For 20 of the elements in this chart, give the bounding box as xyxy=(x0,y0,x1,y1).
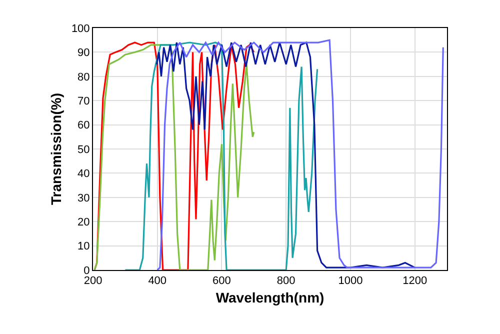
y-axis-title: Transmission(%) xyxy=(48,92,64,206)
y-tick-label: 90 xyxy=(78,47,90,60)
x-tick-label: 1000 xyxy=(338,275,363,288)
y-tick-label: 20 xyxy=(78,216,90,228)
y-tick-label: 10 xyxy=(78,240,90,253)
x-tick-label: 200 xyxy=(84,275,102,288)
y-tick-label: 50 xyxy=(78,144,90,156)
x-tick-label: 1200 xyxy=(402,275,428,288)
x-axis-title: Wavelength(nm) xyxy=(216,290,324,306)
y-tick-label: 30 xyxy=(78,192,90,204)
x-tick-label: 800 xyxy=(276,275,296,288)
y-tick-label: 0 xyxy=(84,264,90,277)
x-tick-label: 400 xyxy=(148,275,167,288)
y-tick-label: 100 xyxy=(71,22,90,35)
line-series xyxy=(124,42,318,270)
y-tick-label: 70 xyxy=(78,95,90,108)
y-tick-label: 80 xyxy=(78,71,90,84)
x-tick-label: 600 xyxy=(212,275,231,288)
y-tick-label: 60 xyxy=(78,120,90,132)
y-tick-label: 40 xyxy=(78,168,90,180)
